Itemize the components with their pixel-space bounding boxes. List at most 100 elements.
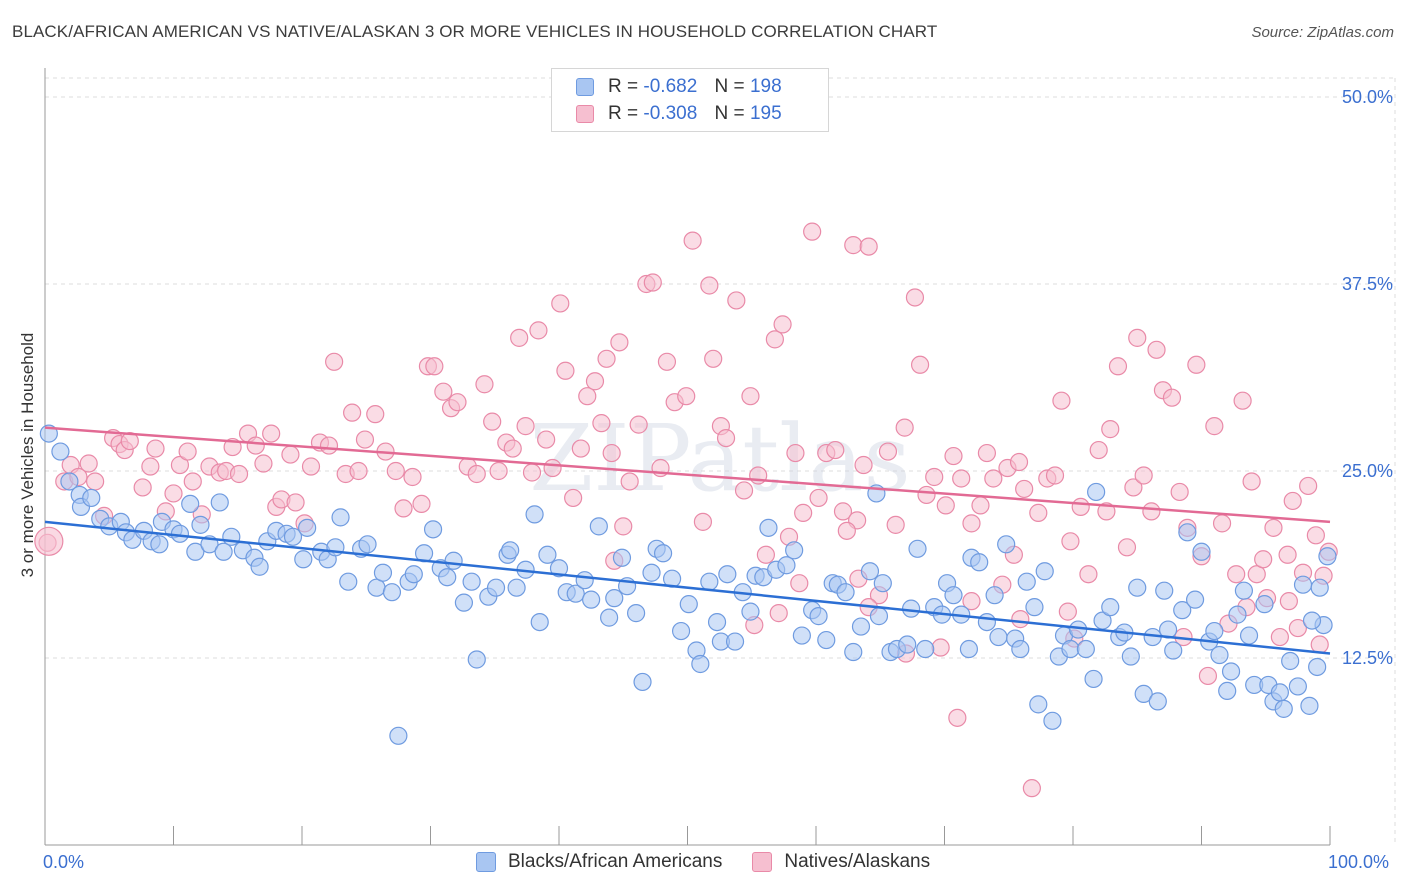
native-alaskan-point <box>629 415 648 434</box>
black-african-american-point <box>210 493 229 512</box>
legend-row-blacks: R = -0.682 N = 198 <box>576 74 782 100</box>
native-alaskan-point <box>301 457 321 476</box>
native-alaskan-point <box>734 481 754 500</box>
native-alaskan-point <box>183 472 202 491</box>
native-alaskan-point <box>878 442 898 461</box>
black-african-american-point <box>817 630 836 650</box>
native-alaskan-point <box>1052 391 1071 410</box>
pink-swatch <box>576 105 594 123</box>
native-alaskan-point <box>833 502 853 521</box>
x-tick-label-max: 100.0% <box>1328 852 1390 872</box>
native-alaskan-point <box>931 638 950 657</box>
native-alaskan-point <box>1015 479 1034 499</box>
legend-item-natives[interactable]: Natives/Alaskans <box>752 851 930 873</box>
native-alaskan-point <box>727 291 746 310</box>
black-african-american-point <box>977 612 997 632</box>
native-alaskan-point <box>844 236 863 255</box>
legend-item-blacks[interactable]: Blacks/African Americans <box>476 851 722 873</box>
native-alaskan-point <box>1283 491 1302 511</box>
black-african-american-point <box>869 607 889 626</box>
axes <box>44 68 1331 846</box>
series-legend: Blacks/African Americans Natives/Alaskan… <box>476 851 960 873</box>
native-alaskan-point <box>614 517 633 536</box>
black-african-american-point <box>741 602 760 621</box>
native-alaskan-point <box>120 431 139 451</box>
black-african-american-point <box>1234 581 1254 600</box>
native-alaskan-point <box>366 405 385 424</box>
black-african-american-point <box>1300 696 1319 715</box>
native-alaskan-point <box>1205 417 1224 436</box>
black-african-american-point <box>898 635 917 654</box>
black-african-american-point <box>331 508 350 527</box>
trend-lines <box>44 426 1331 655</box>
native-alaskan-point <box>325 352 344 371</box>
black-african-american-point <box>612 548 632 567</box>
black-african-american-point <box>1069 620 1088 639</box>
black-african-american-point <box>454 593 474 612</box>
native-alaskan-point <box>1058 602 1077 621</box>
black-african-american-point <box>566 584 585 603</box>
native-alaskan-point <box>412 494 431 514</box>
native-alaskan-point <box>1079 565 1098 584</box>
black-african-american-point <box>339 572 358 591</box>
black-african-american-point <box>294 550 313 569</box>
native-alaskan-point <box>1009 452 1029 472</box>
black-african-american-point <box>873 574 892 593</box>
native-alaskan-point <box>1108 357 1128 376</box>
black-african-american-point <box>1270 683 1289 702</box>
native-alaskan-point <box>281 445 300 464</box>
native-alaskan-point <box>343 403 362 422</box>
black-african-american-point <box>358 535 377 554</box>
black-african-american-point <box>1087 482 1106 502</box>
native-alaskan-point <box>1310 635 1329 654</box>
black-african-american-point <box>985 586 1004 605</box>
black-african-american-point <box>1281 651 1300 671</box>
black-african-american-point <box>530 612 549 632</box>
native-alaskan-point <box>246 436 265 455</box>
native-alaskan-point <box>790 574 809 593</box>
black-african-american-point <box>1205 621 1224 641</box>
blacks-trend-line <box>44 520 1331 655</box>
native-alaskan-point <box>254 454 273 473</box>
black-african-american-point <box>1029 695 1048 714</box>
black-african-american-point <box>901 599 921 618</box>
native-alaskan-point <box>585 372 605 391</box>
black-african-american-point <box>462 572 481 591</box>
native-alaskan-point <box>700 276 719 295</box>
native-alaskan-point <box>1187 355 1206 374</box>
native-alaskan-point <box>1142 502 1161 521</box>
black-african-american-point <box>1084 669 1103 689</box>
native-alaskan-point <box>944 446 963 466</box>
black-african-american-point <box>1025 598 1044 617</box>
black-african-american-point <box>1178 523 1197 542</box>
black-african-american-point <box>1293 575 1313 594</box>
n-label: N = <box>714 103 745 124</box>
black-african-american-point <box>373 563 393 582</box>
black-african-american-point <box>1134 684 1153 704</box>
native-alaskan-point <box>164 484 183 503</box>
native-alaskan-point <box>1045 466 1065 485</box>
native-alaskan-point <box>643 273 662 292</box>
x-tick-label-min: 0.0% <box>43 852 85 872</box>
black-african-american-point <box>626 604 646 623</box>
natives-trend-line <box>44 426 1331 524</box>
native-alaskan-point <box>571 439 590 458</box>
black-african-american-point <box>389 726 408 745</box>
native-alaskan-point <box>503 439 522 458</box>
native-alaskan-point <box>620 472 639 491</box>
black-african-american-point <box>1148 692 1167 711</box>
native-alaskan-point <box>741 387 760 406</box>
black-african-american-point <box>1210 645 1229 665</box>
black-african-american-point <box>997 535 1016 554</box>
native-alaskan-point <box>1242 472 1261 491</box>
black-african-american-point <box>1155 581 1174 600</box>
native-alaskan-point <box>551 294 570 313</box>
native-alaskan-point <box>355 430 375 449</box>
pink-swatch <box>752 852 773 872</box>
native-alaskan-point <box>262 424 281 443</box>
black-african-american-point <box>1288 677 1307 696</box>
black-african-american-point <box>404 565 423 584</box>
black-african-american-point <box>844 642 863 662</box>
native-alaskan-point <box>1162 388 1182 407</box>
